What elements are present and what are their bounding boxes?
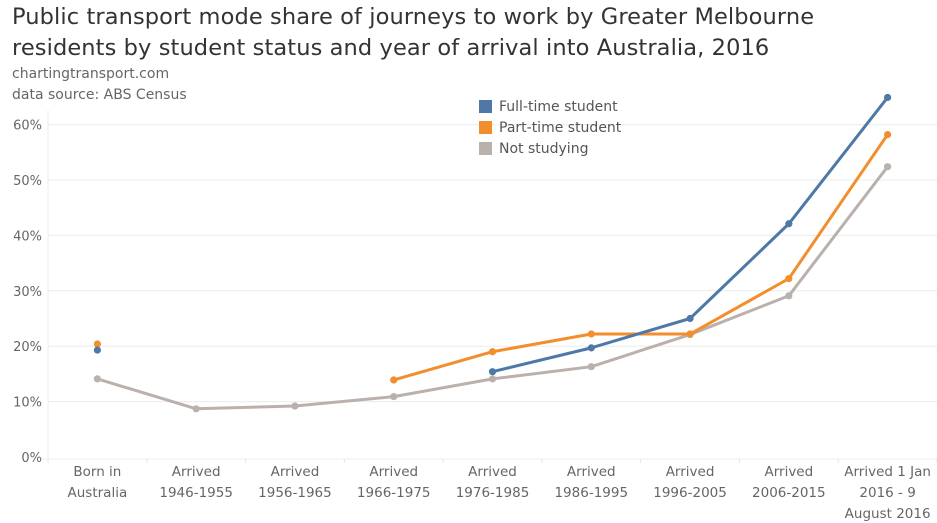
x-category-label: Arrived bbox=[271, 464, 320, 480]
x-category-label: 1976-1985 bbox=[456, 485, 530, 501]
data-point-part-time-student bbox=[390, 376, 398, 384]
x-category-label: 2016 - 9 bbox=[859, 485, 915, 501]
x-category-label: Australia bbox=[68, 485, 128, 501]
data-source-note: data source: ABS Census bbox=[12, 87, 187, 103]
x-category-label: 1966-1975 bbox=[357, 485, 431, 501]
x-category-label: Arrived 1 Jan bbox=[844, 464, 931, 480]
legend-swatch-not-studying bbox=[479, 142, 492, 155]
x-category-label: Arrived bbox=[468, 464, 517, 480]
y-tick-label: 40% bbox=[13, 229, 42, 244]
legend-swatch-full-time bbox=[479, 100, 492, 113]
x-category-label: 2006-2015 bbox=[752, 485, 826, 501]
x-category-label: Born in bbox=[73, 464, 121, 480]
y-tick-label: 50% bbox=[13, 174, 42, 189]
legend-item-not-studying[interactable]: Not studying bbox=[479, 138, 621, 159]
source-website: chartingtransport.com bbox=[12, 66, 170, 82]
data-point-full-time-student bbox=[884, 93, 892, 102]
data-point-not-studying bbox=[587, 363, 595, 371]
legend-label-part-time: Part-time student bbox=[499, 119, 622, 136]
data-point-part-time-student bbox=[488, 348, 497, 356]
data-point-part-time-student bbox=[785, 275, 793, 283]
data-point-full-time-student bbox=[93, 346, 101, 354]
x-category-label: August 2016 bbox=[845, 506, 931, 522]
legend-label-full-time: Full-time student bbox=[499, 98, 618, 115]
legend-item-part-time[interactable]: Part-time student bbox=[479, 117, 621, 138]
y-tick-label: 0% bbox=[21, 451, 42, 466]
chart-title-line-1: Public transport mode share of journeys … bbox=[12, 4, 815, 30]
data-point-full-time-student bbox=[686, 314, 694, 323]
data-point-not-studying bbox=[291, 402, 299, 410]
data-point-part-time-student bbox=[587, 330, 595, 338]
x-category-label: Arrived bbox=[172, 464, 221, 480]
data-point-part-time-student bbox=[686, 330, 694, 338]
y-tick-label: 20% bbox=[13, 340, 42, 355]
x-category-label: Arrived bbox=[666, 464, 715, 480]
data-point-not-studying bbox=[884, 163, 892, 171]
data-point-full-time-student bbox=[785, 220, 793, 228]
chart-title-line-2: residents by student status and year of … bbox=[12, 35, 770, 61]
legend: Full-time student Part-time student Not … bbox=[479, 96, 621, 159]
data-point-part-time-student bbox=[93, 340, 101, 348]
data-point-not-studying bbox=[390, 393, 398, 401]
y-tick-label: 60% bbox=[13, 119, 42, 134]
data-point-full-time-student bbox=[488, 368, 497, 376]
data-point-not-studying bbox=[93, 375, 101, 383]
y-tick-label: 10% bbox=[13, 396, 42, 411]
data-point-not-studying bbox=[192, 405, 200, 413]
chart-title: Public transport mode share of journeys … bbox=[12, 2, 932, 64]
x-category-label: 1956-1965 bbox=[258, 485, 332, 501]
legend-label-not-studying: Not studying bbox=[499, 140, 589, 157]
data-point-not-studying bbox=[488, 375, 497, 383]
x-category-label: Arrived bbox=[369, 464, 418, 480]
series-line-part-time-student bbox=[392, 133, 890, 382]
data-point-full-time-student bbox=[587, 344, 595, 352]
x-category-label: 1986-1995 bbox=[554, 485, 628, 501]
data-point-part-time-student bbox=[884, 130, 892, 139]
legend-swatch-part-time bbox=[479, 121, 492, 134]
x-category-label: Arrived bbox=[764, 464, 813, 480]
y-tick-label: 30% bbox=[13, 285, 42, 300]
x-category-label: 1946-1955 bbox=[159, 485, 233, 501]
x-category-label: 1996-2005 bbox=[653, 485, 727, 501]
legend-item-full-time[interactable]: Full-time student bbox=[479, 96, 621, 117]
x-category-label: Arrived bbox=[567, 464, 616, 480]
data-point-not-studying bbox=[785, 292, 793, 300]
